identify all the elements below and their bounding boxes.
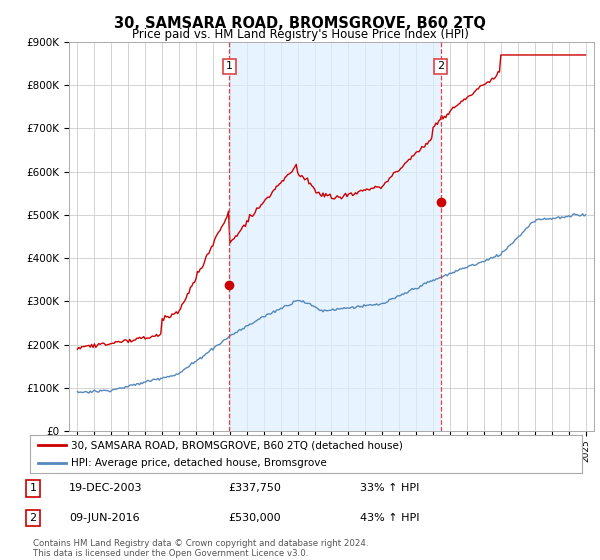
Text: 33% ↑ HPI: 33% ↑ HPI [360,483,419,493]
Text: 30, SAMSARA ROAD, BROMSGROVE, B60 2TQ (detached house): 30, SAMSARA ROAD, BROMSGROVE, B60 2TQ (d… [71,440,403,450]
Text: 2: 2 [437,62,444,72]
Text: 30, SAMSARA ROAD, BROMSGROVE, B60 2TQ: 30, SAMSARA ROAD, BROMSGROVE, B60 2TQ [114,16,486,31]
Text: £337,750: £337,750 [228,483,281,493]
Text: 1: 1 [29,483,37,493]
Bar [229,42,440,431]
Text: £530,000: £530,000 [228,513,281,523]
Text: 2: 2 [29,513,37,523]
Text: 1: 1 [226,62,233,72]
Text: Price paid vs. HM Land Registry's House Price Index (HPI): Price paid vs. HM Land Registry's House … [131,28,469,41]
Text: 43% ↑ HPI: 43% ↑ HPI [360,513,419,523]
Text: 19-DEC-2003: 19-DEC-2003 [69,483,143,493]
Text: HPI: Average price, detached house, Bromsgrove: HPI: Average price, detached house, Brom… [71,458,327,468]
Text: Contains HM Land Registry data © Crown copyright and database right 2024.
This d: Contains HM Land Registry data © Crown c… [33,539,368,558]
Text: 09-JUN-2016: 09-JUN-2016 [69,513,140,523]
